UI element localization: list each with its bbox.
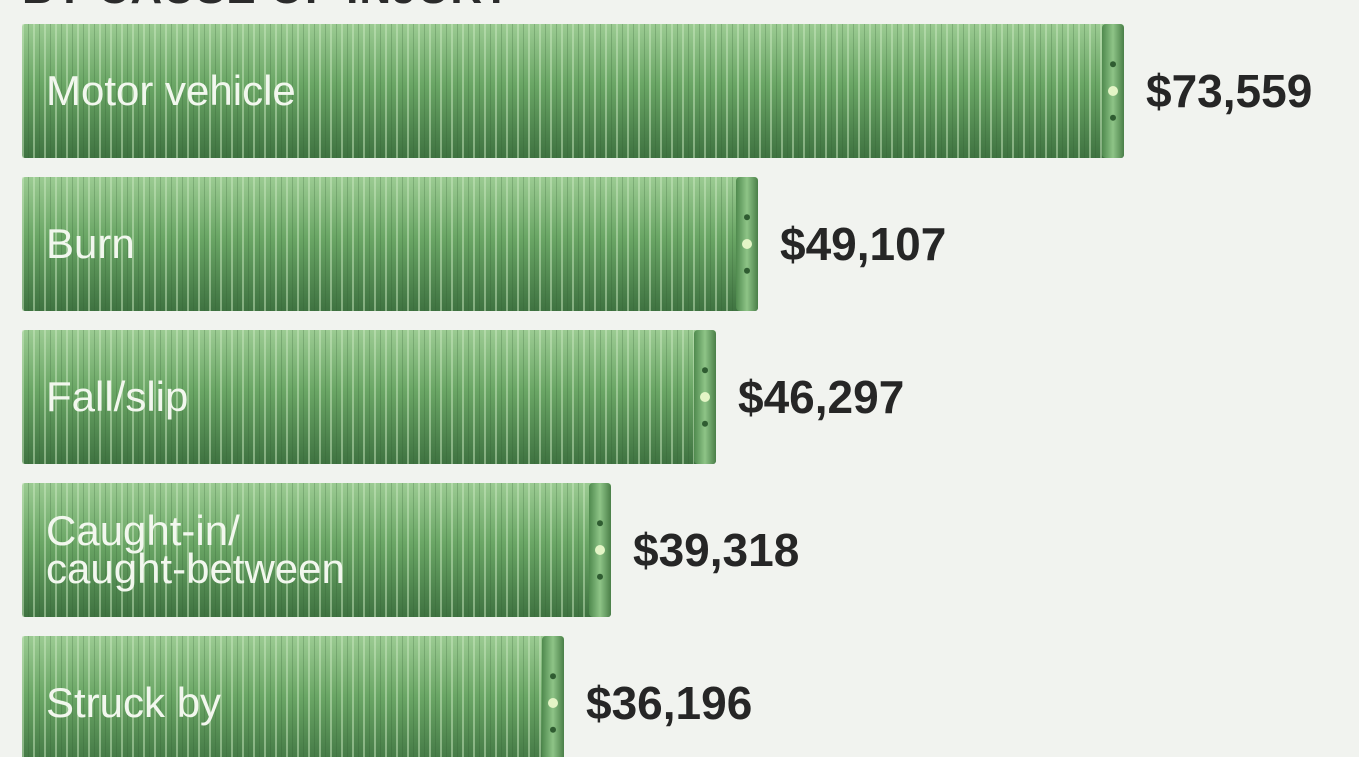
value-label: $73,559: [1146, 65, 1312, 117]
bar-cap-dot: [550, 726, 556, 733]
value-label: $46,297: [738, 371, 904, 423]
bar-cap-dot: [597, 573, 603, 580]
category-label: Caught-in/: [46, 507, 240, 554]
bar-cap-dot: [550, 673, 556, 680]
bar-cap-dot: [702, 367, 708, 374]
bar-cap-dot: [548, 698, 558, 708]
chart-title: BY CAUSE OF INJURY: [22, 0, 512, 14]
bar-group: Caught-in/caught-between $39,318: [22, 483, 799, 617]
bar-cap-dot: [1110, 61, 1116, 68]
bar-cap-dot: [1108, 86, 1118, 96]
bar-cap-dot: [742, 239, 752, 249]
bar-cap-dot: [700, 392, 710, 402]
bar-group: Motor vehicle $73,559: [22, 24, 1312, 158]
bar-texture: [22, 24, 1102, 158]
bar-group: Fall/slip $46,297: [22, 330, 904, 464]
bar-group: Struck by $36,196: [22, 636, 752, 757]
value-label: $49,107: [780, 218, 946, 270]
bar-texture: [22, 483, 589, 617]
bar-cap-dot: [1110, 114, 1116, 121]
value-label: $36,196: [586, 677, 752, 729]
category-label: Fall/slip: [46, 373, 188, 420]
bar-texture: [22, 330, 694, 464]
bar-texture: [22, 636, 542, 757]
bar-end-cap: [542, 636, 564, 757]
category-label: Motor vehicle: [46, 67, 296, 114]
bar-cap-dot: [744, 214, 750, 221]
category-label: caught-between: [46, 545, 345, 592]
value-label: $39,318: [633, 524, 799, 576]
bar-cap-dot: [597, 520, 603, 527]
bar-texture: [22, 177, 736, 311]
bar-group: Burn $49,107: [22, 177, 946, 311]
bar-cap-dot: [595, 545, 605, 555]
bar-cap-dot: [702, 420, 708, 427]
category-label: Struck by: [46, 679, 221, 726]
category-label: Burn: [46, 220, 135, 267]
bar-cap-dot: [744, 267, 750, 274]
